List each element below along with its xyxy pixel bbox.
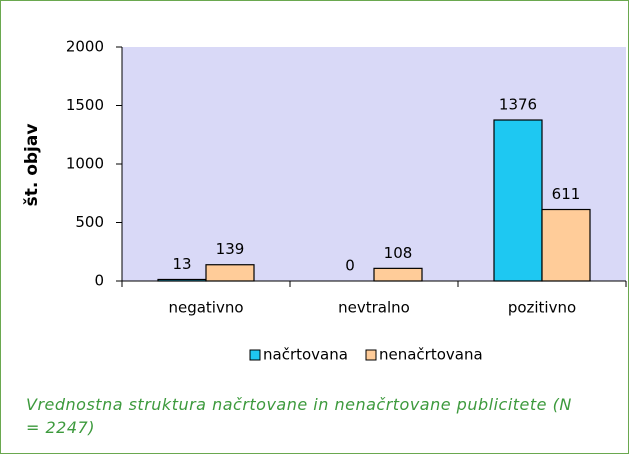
data-label: 108 [384,244,413,262]
y-tick-label: 0 [94,272,104,290]
bar [541,208,591,282]
y-tick-label: 1500 [66,96,104,114]
y-tick-label: 500 [75,213,104,231]
legend-swatch [365,349,377,361]
data-label: 611 [552,185,581,203]
y-tick-label: 1000 [66,155,104,173]
bar [373,267,423,282]
data-label: 13 [172,255,191,273]
data-label: 1376 [499,96,537,114]
legend-label: nenačrtovana [379,346,483,364]
x-tick-label: negativno [168,299,243,317]
data-label: 0 [345,257,355,275]
y-axis-label: št. objav [22,124,42,207]
caption: Vrednostna struktura načrtovane in nenač… [26,395,572,437]
data-label: 139 [216,240,245,258]
bar [205,264,255,282]
legend-swatch [249,349,261,361]
legend-label: načrtovana [263,346,348,364]
x-tick-label: pozitivno [508,299,576,317]
bar [493,119,543,282]
x-tick-label: nevtralno [338,299,410,317]
y-tick-label: 2000 [66,38,104,56]
